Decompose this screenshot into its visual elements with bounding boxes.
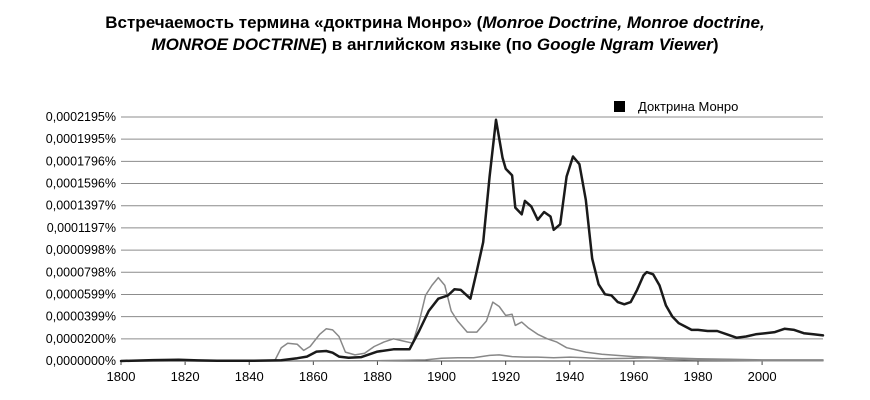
x-tick-label: 1940 <box>555 369 584 384</box>
x-tick-label: 1980 <box>684 369 713 384</box>
title-line2-part-3: ) <box>712 35 719 54</box>
legend-swatch <box>614 101 625 112</box>
legend-label: Доктрина Монро <box>638 99 738 114</box>
title-line1-part-1: Monroe Doctrine, Monroe doctrine, <box>482 13 765 32</box>
y-tick-label: 0,0000599% <box>46 287 116 301</box>
y-tick-label: 0,0000998% <box>46 243 116 257</box>
x-tick-label: 1960 <box>619 369 648 384</box>
series-line-doktrina-monro <box>119 118 825 363</box>
x-tick-label: 1840 <box>235 369 264 384</box>
y-tick-label: 0,0000798% <box>46 265 116 279</box>
x-tick-label: 1860 <box>299 369 328 384</box>
title-line2-part-1: ) в английском языке (по <box>321 35 537 54</box>
y-tick-label: 0,0002195% <box>46 110 116 124</box>
title-line1-part-0: Встречаемость термина «доктрина Монро» ( <box>105 13 483 32</box>
x-axis-ticks: 1800 1820 1840 1860 1880 1900 1920 1940 1960 1980… <box>107 361 777 384</box>
chart-legend: Доктрина Монро <box>614 99 738 114</box>
chart-series <box>119 118 825 363</box>
chart-title: Встречаемость термина «доктрина Монро» (… <box>0 12 870 56</box>
title-line2-part-0: MONROE DOCTRINE <box>151 35 322 54</box>
x-tick-label: 1920 <box>491 369 520 384</box>
chart-title-line-2: MONROE DOCTRINE) в английском языке (по … <box>0 34 870 56</box>
y-tick-label: 0,0001197% <box>47 221 116 235</box>
chart-title-line-1: Встречаемость термина «доктрина Монро» (… <box>0 12 870 34</box>
y-tick-label: 0,0001995% <box>46 132 116 146</box>
y-tick-label: 0,0001796% <box>46 154 116 168</box>
y-tick-label: 0,0000399% <box>46 310 116 324</box>
y-tick-label: 0,0001596% <box>46 177 116 191</box>
x-tick-label: 2000 <box>748 369 777 384</box>
chart-grid <box>121 116 823 362</box>
x-tick-label: 1900 <box>427 369 456 384</box>
y-tick-label: 0,0000000% <box>46 354 116 368</box>
x-tick-label: 1800 <box>107 369 136 384</box>
x-tick-label: 1880 <box>363 369 392 384</box>
title-line2-part-2: Google Ngram Viewer <box>536 35 713 54</box>
series-line-secondary <box>120 276 824 362</box>
series-line-secondary <box>120 354 824 362</box>
y-tick-label: 0,0001397% <box>46 199 116 213</box>
y-tick-label: 0,0000200% <box>46 332 116 346</box>
x-tick-label: 1820 <box>171 369 200 384</box>
y-axis-ticks: 0,0000000% 0,0000200% 0,0000399% 0,0000599%… <box>46 110 116 368</box>
